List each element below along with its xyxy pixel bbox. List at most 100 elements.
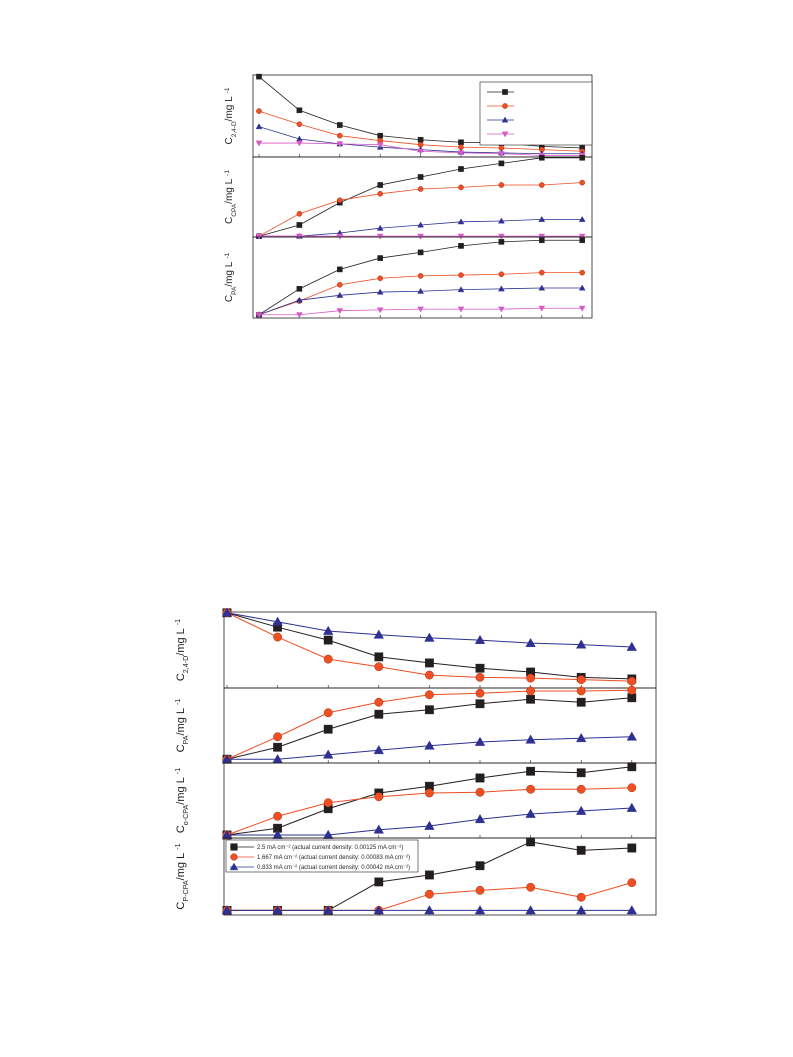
marker xyxy=(526,673,535,683)
y-axis-label-part: C xyxy=(224,295,235,302)
marker xyxy=(627,878,637,888)
y-axis-label-part: 2,4-D xyxy=(231,121,238,137)
marker xyxy=(221,905,233,915)
y-axis-label-part: -1 xyxy=(224,87,231,93)
marker xyxy=(526,694,536,704)
marker xyxy=(417,249,424,256)
marker xyxy=(221,829,233,839)
marker xyxy=(273,742,282,752)
y-axis-label-part: /mg L xyxy=(175,628,187,656)
marker xyxy=(576,784,586,794)
marker xyxy=(296,222,303,228)
marker xyxy=(539,182,545,188)
marker xyxy=(336,197,343,203)
marker xyxy=(296,286,303,292)
marker xyxy=(373,745,384,755)
marker xyxy=(377,132,384,139)
plot-frame xyxy=(223,762,657,839)
legend-label: 1.667 mA cm⁻² (actual current density: 0… xyxy=(257,855,410,861)
marker xyxy=(576,733,587,743)
marker xyxy=(578,233,586,240)
marker xyxy=(626,905,637,915)
y-axis-label-part: C xyxy=(175,744,187,752)
marker xyxy=(475,787,485,797)
marker xyxy=(374,792,384,802)
marker xyxy=(498,182,505,188)
marker xyxy=(576,686,586,696)
marker xyxy=(336,291,344,298)
marker xyxy=(255,312,263,319)
plot-frame xyxy=(223,837,657,916)
marker xyxy=(256,73,262,80)
marker xyxy=(475,688,485,698)
marker xyxy=(374,877,384,887)
y-axis-label-part: /mg L xyxy=(175,777,187,805)
marker xyxy=(424,905,435,915)
marker xyxy=(457,150,465,157)
marker xyxy=(323,708,333,718)
marker xyxy=(458,166,464,172)
marker xyxy=(474,814,486,824)
marker xyxy=(255,140,263,147)
marker xyxy=(526,784,535,794)
marker xyxy=(576,768,586,778)
marker xyxy=(424,670,434,680)
marker xyxy=(323,798,333,808)
marker xyxy=(376,307,384,314)
y-axis-label: CPA/mg L -1 xyxy=(224,252,238,302)
y-axis-label-part: PA xyxy=(231,286,238,295)
y-axis-label-part: /mg L xyxy=(224,178,235,203)
marker xyxy=(627,693,637,703)
marker xyxy=(498,151,505,158)
marker xyxy=(376,233,384,240)
marker xyxy=(425,870,434,880)
marker xyxy=(579,154,585,161)
marker xyxy=(296,312,303,319)
marker xyxy=(417,273,424,279)
legend-label: 0.833 mA cm⁻² (actual current density: 0… xyxy=(257,865,410,871)
marker xyxy=(475,672,485,682)
marker xyxy=(538,216,546,222)
marker xyxy=(576,697,586,707)
marker xyxy=(323,905,334,915)
marker xyxy=(273,632,282,642)
marker xyxy=(458,272,464,278)
y-axis-label: C2,4-D/mg L -1 xyxy=(174,619,190,681)
marker xyxy=(255,123,263,130)
marker xyxy=(579,237,585,244)
marker xyxy=(377,182,384,188)
y-axis-label-part: PA xyxy=(182,735,190,744)
legend-box xyxy=(225,839,419,873)
marker xyxy=(576,805,587,815)
marker xyxy=(296,296,303,303)
y-axis-label-part: C xyxy=(175,673,187,681)
y-axis-label-part: -1 xyxy=(174,699,182,705)
marker xyxy=(323,654,333,664)
marker xyxy=(579,179,586,186)
marker xyxy=(256,108,262,114)
y-axis-label: Co-CPA/mg L -1 xyxy=(174,768,190,833)
marker xyxy=(626,802,637,812)
marker xyxy=(498,160,505,167)
marker xyxy=(377,190,384,197)
marker xyxy=(525,808,536,818)
marker xyxy=(376,288,384,295)
marker xyxy=(323,829,334,839)
marker xyxy=(273,811,282,821)
marker xyxy=(296,210,303,217)
marker xyxy=(424,632,435,642)
marker xyxy=(273,732,282,742)
marker xyxy=(474,736,486,746)
marker xyxy=(296,140,303,147)
y-axis-label-part: -1 xyxy=(224,170,231,176)
marker xyxy=(498,217,505,224)
y-axis-label-part: /mg L xyxy=(224,261,235,286)
marker xyxy=(525,905,536,915)
y-axis-label-part: /mg L xyxy=(175,853,187,881)
legend-marker xyxy=(230,843,238,851)
marker xyxy=(221,607,233,617)
marker xyxy=(337,122,343,128)
marker xyxy=(296,121,303,127)
legend-box xyxy=(479,81,593,146)
